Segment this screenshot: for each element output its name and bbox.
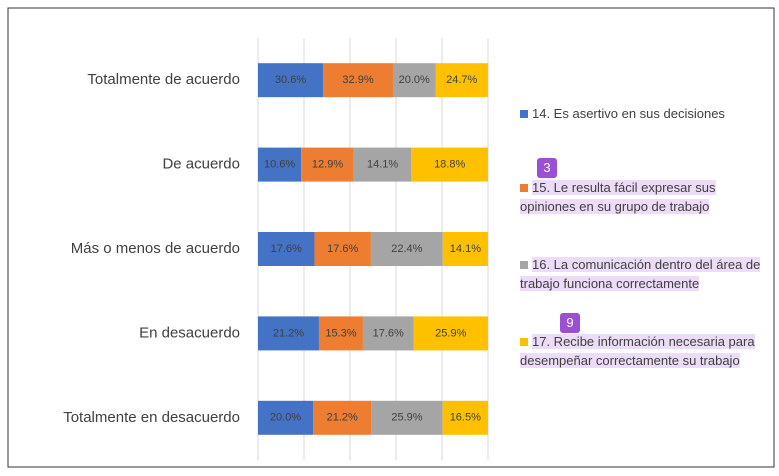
data-label: 25.9% <box>391 412 422 424</box>
legend-label: 17. Recibe información necesaria para de… <box>520 334 755 368</box>
annotation-badge: 9 <box>560 313 580 333</box>
data-label: 17.6% <box>373 327 404 339</box>
y-tick-label: Totalmente en desacuerdo <box>63 409 240 426</box>
bar-segment <box>362 316 414 351</box>
bar-segment <box>318 316 363 351</box>
data-label: 17.6% <box>327 243 358 255</box>
bar-segment <box>258 63 324 98</box>
legend-entry: 17. Recibe información necesaria para de… <box>520 332 765 370</box>
bar-segment <box>392 63 436 98</box>
data-label: 30.6% <box>275 74 306 86</box>
y-tick-label: Más o menos de acuerdo <box>71 240 240 257</box>
bar-segment <box>371 400 443 435</box>
data-label: 22.4% <box>391 243 422 255</box>
annotation-badge: 3 <box>537 158 557 178</box>
bar-segment <box>411 147 488 182</box>
bar-segment <box>353 147 412 182</box>
legend-label: 15. Le resulta fácil expresar sus opinio… <box>520 180 716 214</box>
data-label: 25.9% <box>435 327 466 339</box>
bar-segment <box>258 147 302 182</box>
data-label: 15.3% <box>325 327 356 339</box>
data-label: 14.1% <box>367 159 398 171</box>
data-label: 24.7% <box>446 74 477 86</box>
data-label: 14.1% <box>450 243 481 255</box>
data-label: 12.9% <box>312 159 343 171</box>
legend-label: 14. Es asertivo en sus decisiones <box>532 106 725 121</box>
y-tick-label: Totalmente de acuerdo <box>87 71 240 88</box>
data-label: 18.8% <box>434 159 465 171</box>
y-tick-label: En desacuerdo <box>139 324 240 341</box>
data-label: 32.9% <box>342 74 373 86</box>
data-label: 21.2% <box>327 412 358 424</box>
bar-segment <box>442 232 488 266</box>
bar-segment <box>413 316 488 351</box>
bar-segment <box>258 232 315 266</box>
bar-segment <box>323 63 393 98</box>
bar-segment <box>435 63 488 98</box>
legend-entry: 15. Le resulta fácil expresar sus opinio… <box>520 178 765 216</box>
data-label: 16.5% <box>450 412 481 424</box>
legend-swatch <box>520 338 528 346</box>
data-label: 17.6% <box>271 243 302 255</box>
legend-entry: 14. Es asertivo en sus decisiones <box>520 104 765 123</box>
data-label: 20.0% <box>270 412 301 424</box>
legend-label: 16. La comunicación dentro del área de t… <box>520 257 761 291</box>
data-label: 10.6% <box>264 159 295 171</box>
bar-segment <box>313 400 372 435</box>
bar-segment <box>370 232 443 266</box>
bar-segment <box>442 400 488 435</box>
bar-segment <box>314 232 371 266</box>
y-tick-label: De acuerdo <box>162 156 240 173</box>
legend-swatch <box>520 261 528 269</box>
data-label: 21.2% <box>273 327 304 339</box>
bar-segment <box>258 400 314 435</box>
bar-segment <box>258 316 319 351</box>
bar-segment <box>301 147 354 182</box>
legend-swatch <box>520 184 528 192</box>
legend-entry: 16. La comunicación dentro del área de t… <box>520 255 765 293</box>
data-label: 20.0% <box>399 74 430 86</box>
legend-swatch <box>520 110 528 118</box>
